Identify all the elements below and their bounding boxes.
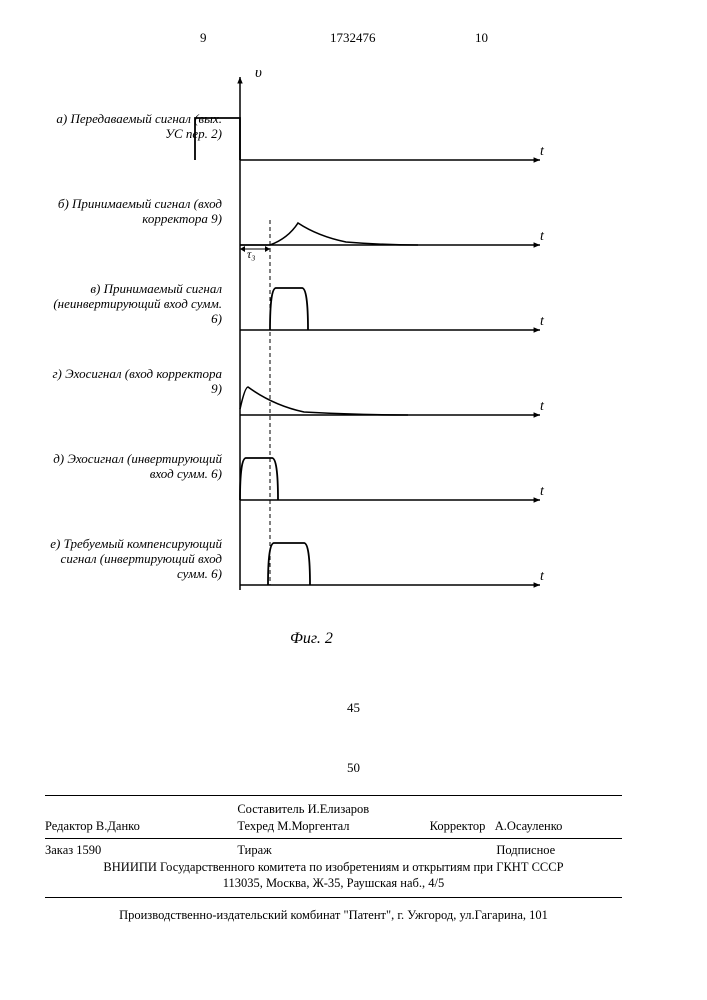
compiler-cell: Составитель И.Елизаров (237, 802, 429, 817)
signal-label-g: г) Эхосигнал (вход корректора 9) (50, 367, 230, 397)
signal-label-d: д) Эхосигнал (инвертирующий вход сумм. 6… (50, 452, 230, 482)
editor-cell2: Редактор В.Данко (45, 819, 237, 834)
signal-label-e: е) Требуемый компенсирующий сигнал (инве… (50, 537, 230, 582)
editor-cell (45, 802, 237, 817)
patent-number: 1732476 (330, 30, 376, 46)
t-axis-label: t (540, 314, 544, 330)
subscription: Подписное (430, 843, 622, 858)
figure-2: υ t а) Передаваемый сигнал (вых. УС пер. … (50, 65, 570, 615)
tau-label: τ₃ (247, 247, 255, 262)
order-row: Заказ 1590 Тираж Подписное (45, 843, 622, 858)
signal-label-b: б) Принимаемый сигнал (вход корректора 9… (50, 197, 230, 227)
techred-cell: Техред М.Моргентал (237, 819, 429, 834)
y-axis-label: υ (255, 65, 262, 82)
rule-2 (45, 838, 622, 839)
institute-line2: 113035, Москва, Ж-35, Раушская наб., 4/5 (45, 876, 622, 891)
signal-label-v: в) Принимаемый сигнал (неинвертирующий в… (50, 282, 230, 327)
t-axis-label: t (540, 484, 544, 500)
line-number-50: 50 (0, 760, 707, 776)
line-number-45: 45 (0, 700, 707, 716)
institute-line1: ВНИИПИ Государственного комитета по изоб… (45, 860, 622, 875)
page-num-left: 9 (200, 30, 207, 46)
corrector-cell-spacer (430, 802, 622, 817)
rule-3 (45, 897, 622, 898)
t-axis-label: t (540, 569, 544, 585)
tirazh: Тираж (237, 843, 429, 858)
page-num-right: 10 (475, 30, 488, 46)
t-axis-label: t (540, 229, 544, 245)
figure-caption: Фиг. 2 (290, 630, 333, 648)
t-axis-label: t (540, 144, 544, 160)
signal-label-a: а) Передаваемый сигнал (вых. УС пер. 2) (50, 112, 230, 142)
rule-1 (45, 795, 622, 796)
order-number: Заказ 1590 (45, 843, 237, 858)
credits-block: Составитель И.Елизаров Редактор В.Данко … (45, 802, 622, 834)
corrector-cell: Корректор А.Осауленко (430, 819, 622, 834)
publisher-line: Производственно-издательский комбинат "П… (45, 908, 622, 923)
t-axis-label: t (540, 399, 544, 415)
